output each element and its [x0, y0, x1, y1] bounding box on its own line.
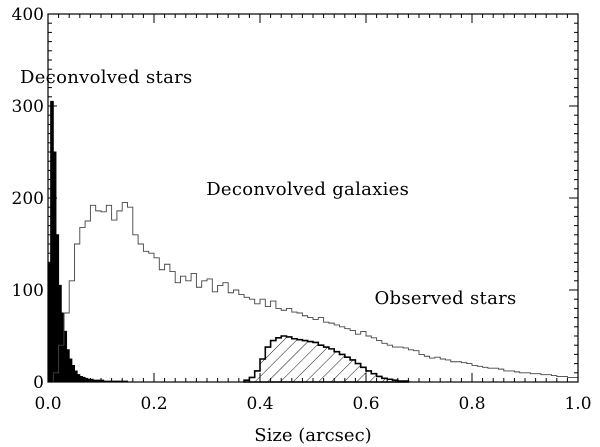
bin-bar — [212, 292, 217, 382]
bin-bar — [85, 221, 90, 382]
annotation-observed-stars: Observed stars — [374, 288, 516, 309]
bin-bar — [520, 373, 525, 382]
annotation-deconvolved-stars: Deconvolved stars — [20, 67, 193, 88]
bin-bar — [541, 375, 546, 382]
bin-bar — [244, 297, 249, 382]
bin-bar — [228, 293, 233, 382]
bin-bar — [138, 244, 143, 382]
bin-bar — [175, 283, 180, 382]
series-deconvolved-stars — [47, 100, 128, 383]
bin-bar — [90, 205, 95, 382]
x-tick-label: 0.6 — [352, 394, 379, 414]
x-tick-label: 0.4 — [246, 394, 273, 414]
bin-bar — [483, 367, 488, 382]
bin-bar — [451, 362, 456, 382]
bin-bar — [419, 354, 424, 382]
series-outline — [47, 100, 128, 383]
x-tick-label: 0.2 — [140, 394, 167, 414]
bin-bar — [557, 376, 562, 382]
bin-bar — [546, 375, 551, 382]
bin-bar — [440, 359, 445, 382]
series-outline — [48, 202, 579, 383]
bin-bar — [159, 270, 164, 382]
bin-bar — [393, 347, 398, 382]
x-tick-label: 0.0 — [34, 394, 61, 414]
bin-bar — [249, 299, 254, 382]
bin-bar — [398, 347, 403, 382]
bin-bar — [80, 227, 85, 382]
bin-bar — [435, 357, 440, 382]
bin-bar — [403, 348, 408, 382]
bin-bar — [218, 285, 223, 382]
series-observed-stars — [243, 335, 410, 383]
bin-bar — [96, 211, 101, 382]
x-tick-label: 1.0 — [564, 394, 591, 414]
bin-bar — [536, 374, 541, 382]
bin-bar — [530, 374, 535, 382]
bin-bar — [106, 205, 111, 382]
y-tick-label: 0 — [33, 373, 44, 393]
bin-bar — [186, 281, 191, 382]
bin-bar — [143, 251, 148, 382]
bin-bar — [133, 235, 138, 382]
bin-bar — [387, 345, 392, 382]
bin-bar — [223, 283, 228, 382]
bin-bar — [408, 350, 413, 382]
bin-bar — [456, 362, 461, 382]
bin-bar — [573, 377, 578, 382]
bin-bar — [112, 220, 117, 382]
y-tick-label: 100 — [12, 281, 44, 301]
bin-bar — [181, 276, 186, 382]
bin-bar — [562, 376, 567, 382]
bin-bar — [509, 371, 514, 382]
x-tick-label: 0.8 — [458, 394, 485, 414]
bin-bar — [128, 207, 133, 382]
y-tick-label: 200 — [12, 189, 44, 209]
bin-bar — [202, 281, 207, 382]
bin-bar — [461, 363, 466, 382]
bin-bar — [154, 258, 159, 382]
bin-bar — [101, 212, 106, 382]
y-tick-label: 300 — [12, 97, 44, 117]
bin-bar — [239, 295, 244, 382]
bin-bar — [446, 360, 451, 382]
bin-bar — [472, 365, 477, 382]
bin-bar — [191, 273, 196, 382]
bin-bar — [499, 369, 504, 382]
bin-bar — [122, 203, 127, 382]
x-axis-title: Size (arcsec) — [254, 425, 371, 446]
bin-bar — [488, 368, 493, 382]
bin-bar — [430, 358, 435, 382]
bin-bar — [117, 211, 122, 382]
y-tick-label: 400 — [12, 5, 44, 25]
bin-bar — [504, 371, 509, 382]
bin-bar — [196, 287, 201, 382]
bin-bar — [207, 279, 212, 382]
bin-bar — [493, 368, 498, 382]
bin-bar — [477, 366, 482, 382]
bin-bar — [567, 377, 572, 382]
bin-bar — [170, 272, 175, 382]
bin-bar — [234, 290, 239, 382]
bin-bar — [525, 373, 530, 382]
bin-bar — [424, 356, 429, 382]
bin-bar — [75, 244, 80, 382]
series-deconvolved-galaxies — [48, 202, 579, 383]
annotation-deconvolved-galaxies: Deconvolved galaxies — [206, 179, 409, 200]
bin-bar — [467, 364, 472, 382]
bin-bar — [414, 351, 419, 382]
bin-bar — [149, 253, 154, 382]
series-outline — [243, 335, 410, 383]
bin-bar — [165, 264, 170, 382]
bin-bar — [552, 376, 557, 382]
bin-bar — [514, 372, 519, 382]
